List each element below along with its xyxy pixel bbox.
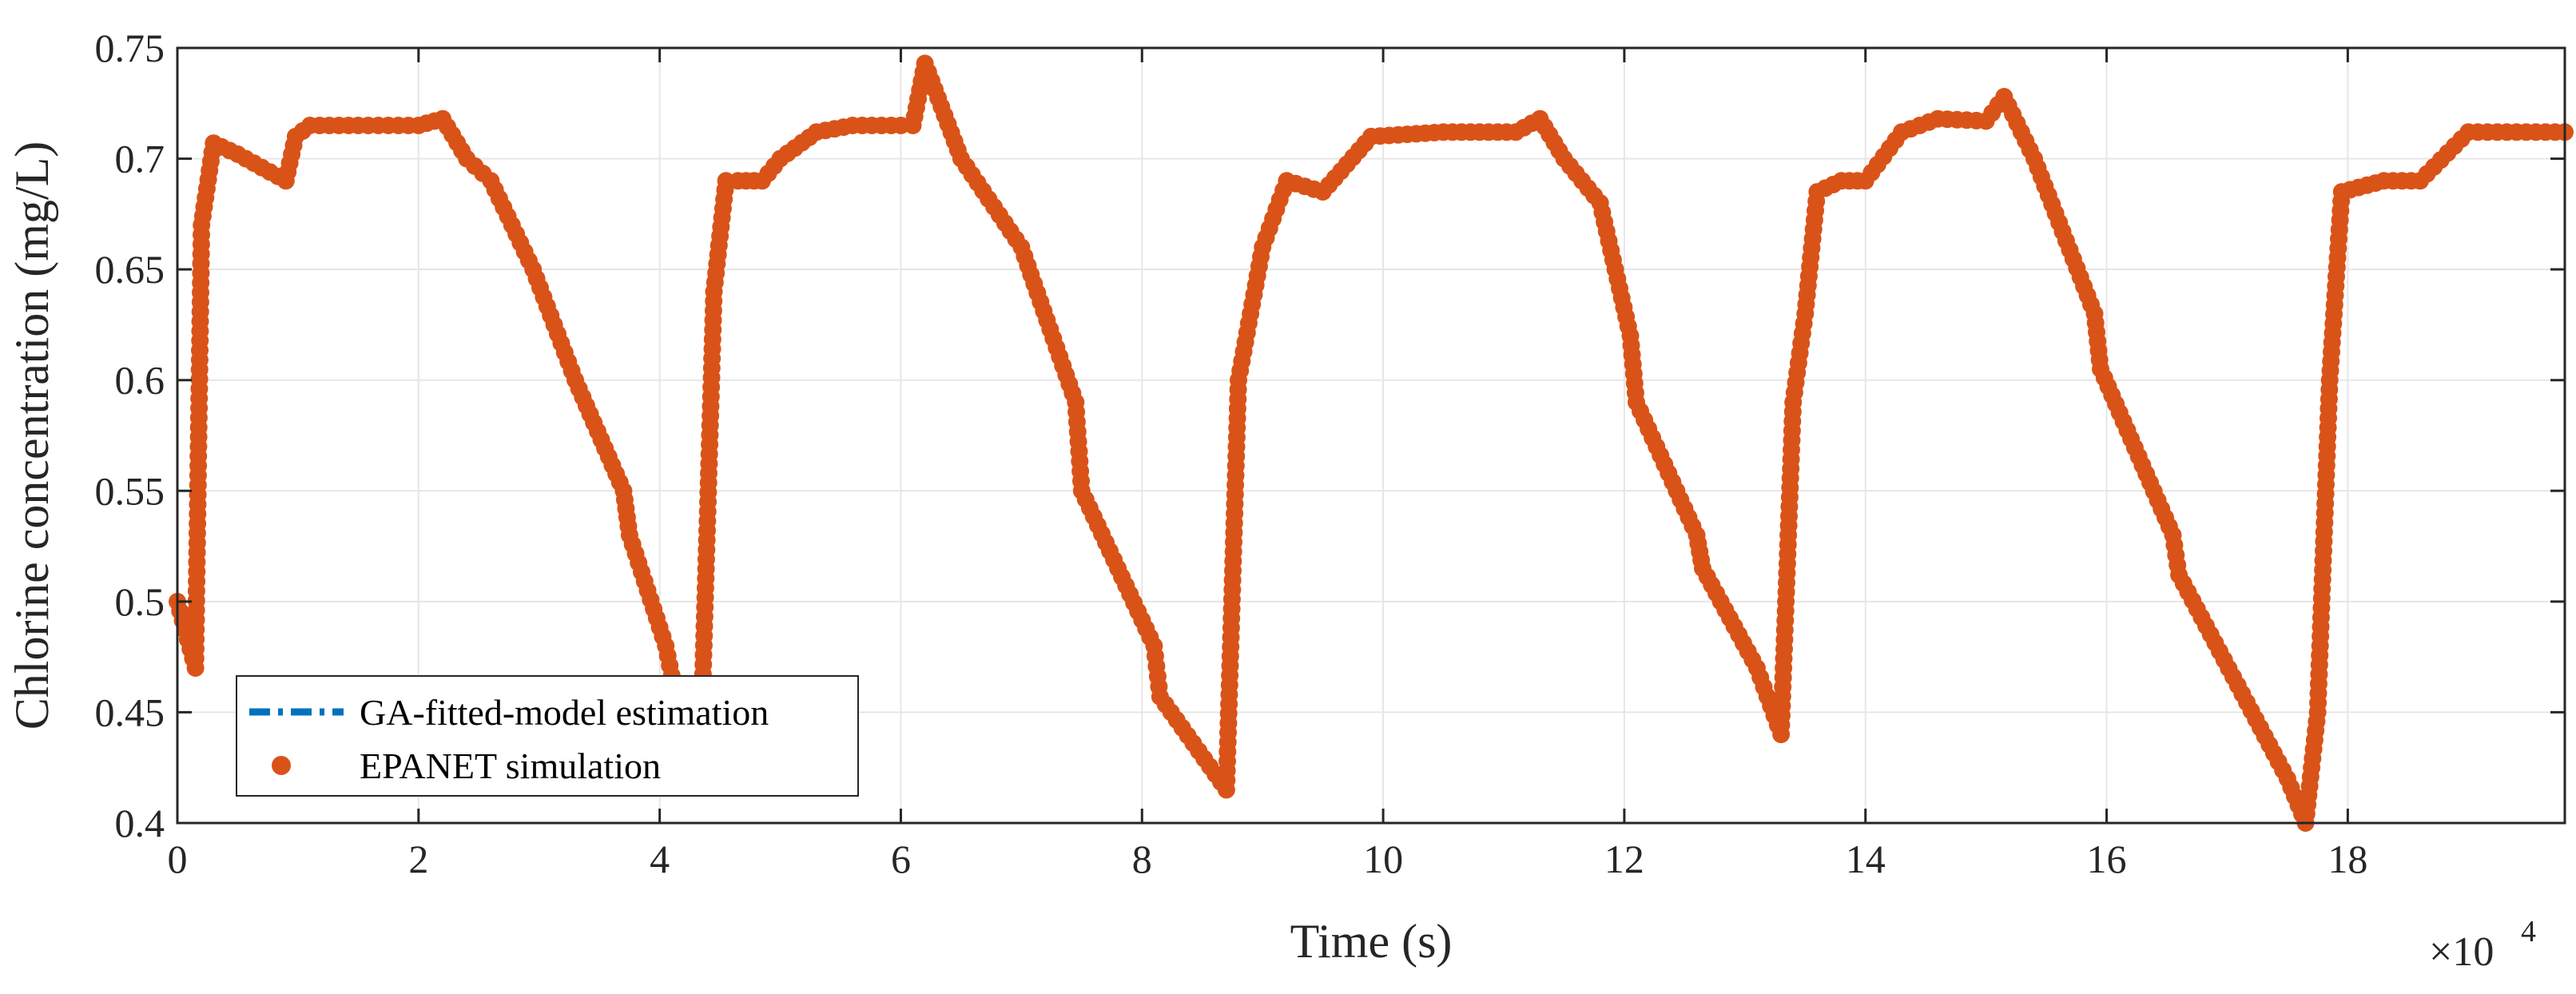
x-axis-label: Time (s) <box>1290 915 1453 968</box>
y-tick-label: 0.65 <box>95 247 165 292</box>
simulation-series <box>169 54 2574 832</box>
y-tick-label: 0.75 <box>95 26 165 70</box>
x-tick-label: 0 <box>168 837 188 881</box>
x-tick-label: 18 <box>2328 837 2367 881</box>
y-tick-label: 0.4 <box>115 801 165 845</box>
x-axis: 0 2 4 6 8 10 12 14 16 18 <box>168 48 2367 881</box>
y-axis-label: Chlorine concentration (mg/L) <box>6 141 58 730</box>
x-multiplier-exponent: 4 <box>2521 915 2536 948</box>
x-tick-label: 16 <box>2087 837 2127 881</box>
x-multiplier-base: ×10 <box>2429 929 2494 975</box>
legend-label-simulation: EPANET simulation <box>360 746 661 786</box>
simulation-point <box>717 172 735 190</box>
legend: GA-fitted-model estimation EPANET simula… <box>236 675 859 797</box>
x-tick-label: 4 <box>650 837 670 881</box>
x-tick-label: 14 <box>1846 837 1886 881</box>
y-tick-label: 0.45 <box>95 690 165 734</box>
y-tick-label: 0.5 <box>115 579 165 624</box>
x-tick-label: 8 <box>1132 837 1152 881</box>
x-tick-label: 10 <box>1363 837 1403 881</box>
x-tick-label: 12 <box>1604 837 1644 881</box>
legend-box <box>236 675 859 797</box>
y-tick-label: 0.55 <box>95 468 165 513</box>
legend-label-estimation: GA-fitted-model estimation <box>360 692 769 733</box>
x-tick-label: 2 <box>408 837 428 881</box>
y-axis: 0.4 0.45 0.5 0.55 0.6 0.65 0.7 0.75 <box>95 26 2565 845</box>
x-tick-label: 6 <box>891 837 911 881</box>
plot-frame <box>176 46 2566 825</box>
x-axis-multiplier: ×10 4 <box>2429 915 2536 975</box>
legend-marker-swatch <box>272 756 291 775</box>
y-tick-label: 0.6 <box>115 358 165 403</box>
y-tick-label: 0.7 <box>115 137 165 181</box>
